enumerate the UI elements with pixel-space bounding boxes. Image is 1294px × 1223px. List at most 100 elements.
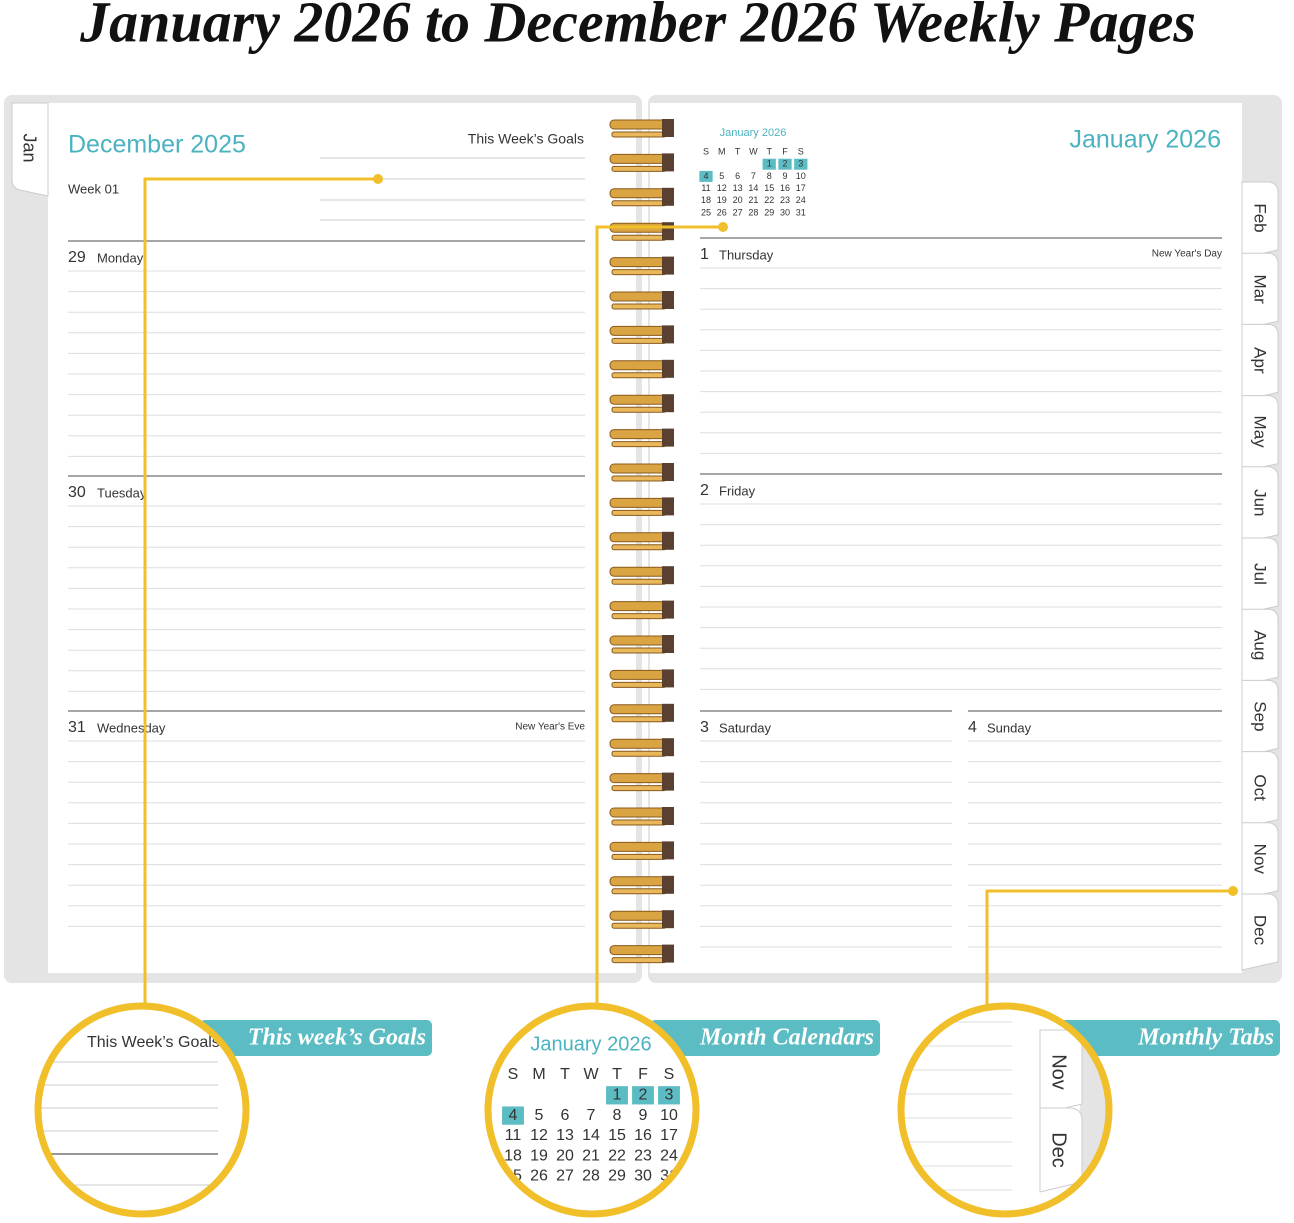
date: 28 [748,207,758,217]
zoom-bg [38,1006,246,1214]
date: 15 [764,183,774,193]
weekday: T [735,146,741,156]
date: 9 [639,1107,648,1124]
spiral-clip [662,256,674,275]
weekday: T [766,146,772,156]
spiral-clip [662,600,674,619]
spiral-ring [609,841,669,852]
highlight [632,1086,654,1105]
date: 3 [665,1087,674,1104]
day-date: 1 [700,246,709,263]
date: 14 [582,1127,600,1144]
callout-label: This week’s Goals [248,1025,426,1051]
day-name: Monday [97,250,144,265]
date: 17 [796,183,806,193]
spiral-clip [662,910,674,929]
spiral-ring [611,819,667,826]
right-page [650,103,1242,973]
tab-label: Nov [1048,1054,1070,1090]
tab-label: Jul [1251,563,1270,585]
date: 10 [796,171,806,181]
spiral-ring [611,957,667,964]
highlight [658,1086,680,1105]
spiral-ring [611,475,667,482]
spiral-ring [611,613,667,620]
date: 13 [556,1127,574,1144]
spiral-ring [609,669,669,680]
date: 23 [780,195,790,205]
zoom-goals: This Week’s Goals [87,1034,220,1051]
spiral-clip [662,738,674,757]
spiral-ring [611,337,667,344]
date: 3 [798,159,803,169]
tab-label: Sep [1251,701,1270,731]
spiral-ring [611,372,667,379]
spiral-ring [609,153,669,164]
weekday: S [798,146,804,156]
date: 8 [767,171,772,181]
date: 25 [701,207,711,217]
date: 30 [634,1168,652,1185]
spiral-clip [662,394,674,413]
spiral-ring [609,807,669,818]
spiral-ring [611,441,667,448]
spiral-ring [609,463,669,474]
spiral-ring [611,544,667,551]
spiral-ring [611,785,667,792]
spiral-clip [662,497,674,516]
tab [1241,181,1279,259]
date: 15 [608,1127,626,1144]
tab [1241,751,1279,829]
day-name: Thursday [719,247,774,262]
spiral-ring [611,200,667,207]
date: 24 [796,195,806,205]
tab-label: Jan [19,133,39,162]
callout-dot [1228,886,1238,896]
spiral-ring [611,509,667,516]
weekday: S [703,146,709,156]
spiral-clip [662,566,674,585]
day-name: Friday [719,483,756,498]
spiral-ring [611,234,667,241]
tab-label: Feb [1251,203,1270,232]
spiral-ring [609,257,669,268]
spiral-clip [662,531,674,550]
spiral-clip [662,187,674,206]
spiral-clip [662,841,674,860]
weekday: W [749,146,758,156]
spiral-clip [662,153,674,172]
day-note: New Year's Eve [515,722,585,733]
spiral-clip [662,463,674,481]
highlight [502,1106,524,1125]
spiral-clip [662,703,674,722]
goals-label: This Week’s Goals [468,131,584,147]
spiral-clip [662,222,674,241]
day-date: 3 [700,719,709,736]
week-label: Week 01 [68,181,119,196]
highlight [606,1086,628,1105]
date: 4 [509,1107,518,1124]
tab [1241,679,1279,758]
date: 5 [719,171,724,181]
weekday: T [560,1066,570,1083]
weekday: M [532,1066,545,1083]
callout-dot [373,174,383,184]
tab [1241,822,1279,900]
tab [1241,537,1279,615]
month-heading: January 2026 [1069,126,1221,154]
date: 24 [660,1147,678,1164]
spiral-ring [609,910,669,921]
weekday: F [638,1066,648,1083]
spiral-ring [609,876,669,887]
date: 27 [556,1168,574,1185]
highlight [699,170,713,182]
date: 6 [561,1107,570,1124]
date: 6 [735,171,740,181]
callout-dot [718,222,728,232]
spiral-ring [609,497,669,508]
tab [11,102,49,197]
spiral-clip [662,119,674,137]
tab [1241,893,1279,971]
date: 28 [582,1168,600,1185]
